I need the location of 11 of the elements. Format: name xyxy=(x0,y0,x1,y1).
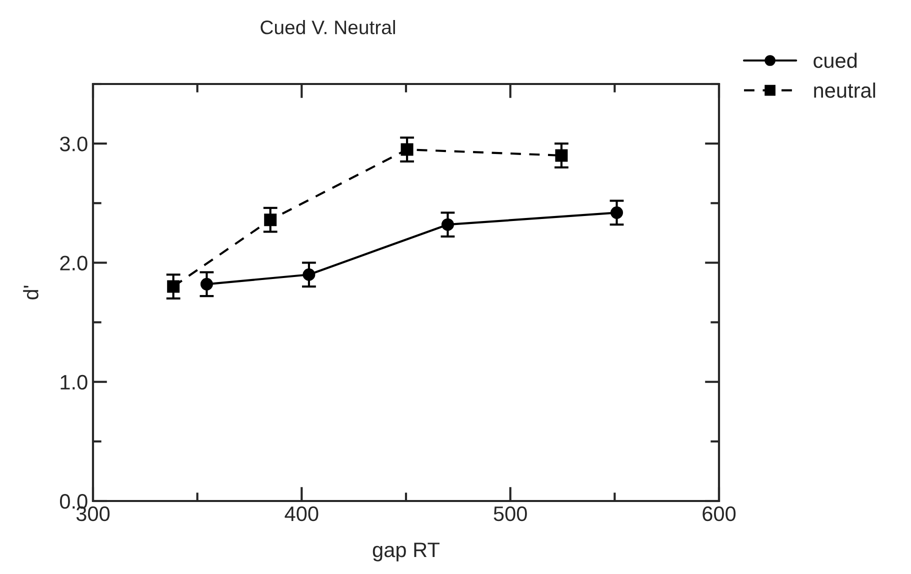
y-tick-label: 2.0 xyxy=(60,256,88,270)
y-tick-label: 3.0 xyxy=(60,136,88,152)
chart-title: Cued V. Neutral xyxy=(260,20,395,34)
y-tick-label: 1.0 xyxy=(60,374,88,390)
x-tick-label: 600 xyxy=(702,506,736,522)
legend-label: cued xyxy=(814,52,857,68)
y-axis-title: d' xyxy=(23,286,38,300)
x-tick-label: 400 xyxy=(284,506,318,522)
x-tick-label: 500 xyxy=(494,506,527,522)
x-axis-title: gap RT xyxy=(372,542,440,562)
legend-label: neutral xyxy=(814,82,876,98)
